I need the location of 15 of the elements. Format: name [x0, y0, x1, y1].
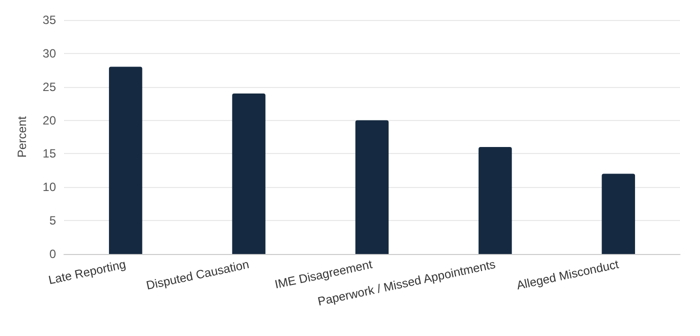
bar	[355, 120, 389, 254]
x-tick-label: Alleged Misconduct	[515, 257, 621, 292]
y-tick-label: 10	[42, 180, 56, 194]
y-tick-label: 30	[42, 46, 56, 60]
y-axis-title: Percent	[15, 116, 29, 158]
bar	[602, 174, 636, 254]
bar	[108, 66, 142, 254]
bar	[478, 147, 512, 254]
y-tick-label: 25	[42, 80, 56, 94]
y-tick-label: 20	[42, 113, 56, 128]
y-tick-label: 35	[42, 13, 56, 27]
bar	[232, 94, 266, 254]
x-tick-label: Disputed Causation	[145, 257, 250, 293]
y-tick-label: 15	[42, 146, 56, 161]
y-tick-label: 5	[49, 214, 56, 228]
